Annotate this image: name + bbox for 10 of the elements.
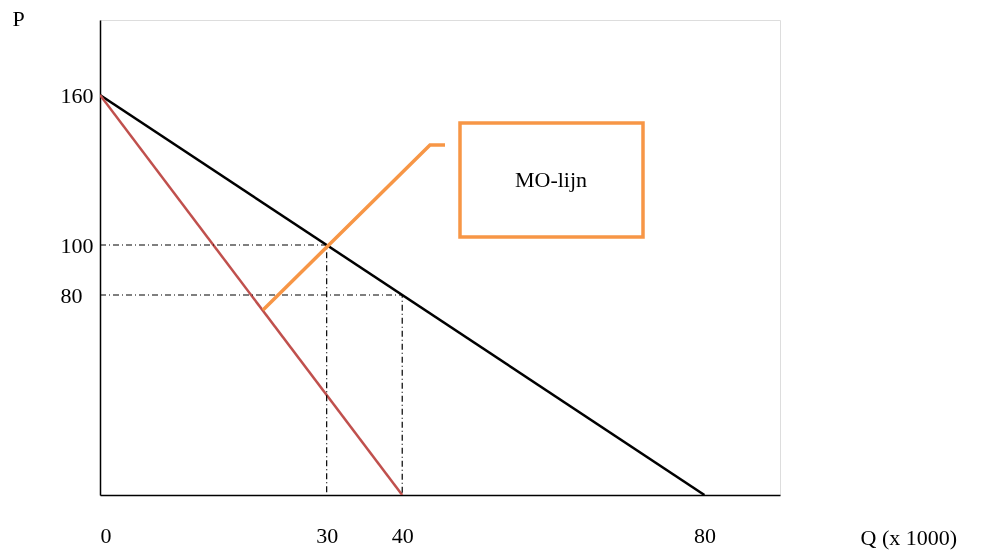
y-tick-label: 100 <box>60 232 94 258</box>
x-tick-label: 0 <box>100 522 112 548</box>
x-tick-label: 80 <box>693 522 716 548</box>
y-tick-label: 80 <box>60 282 83 308</box>
x-axis-title: Q (x 1000) <box>860 524 958 550</box>
y-tick-label: 160 <box>60 82 94 108</box>
y-axis-title: P <box>12 5 25 31</box>
x-tick-label: 30 <box>316 522 339 548</box>
x-tick-label: 40 <box>391 522 414 548</box>
annotation: MO-lijn <box>514 167 588 192</box>
